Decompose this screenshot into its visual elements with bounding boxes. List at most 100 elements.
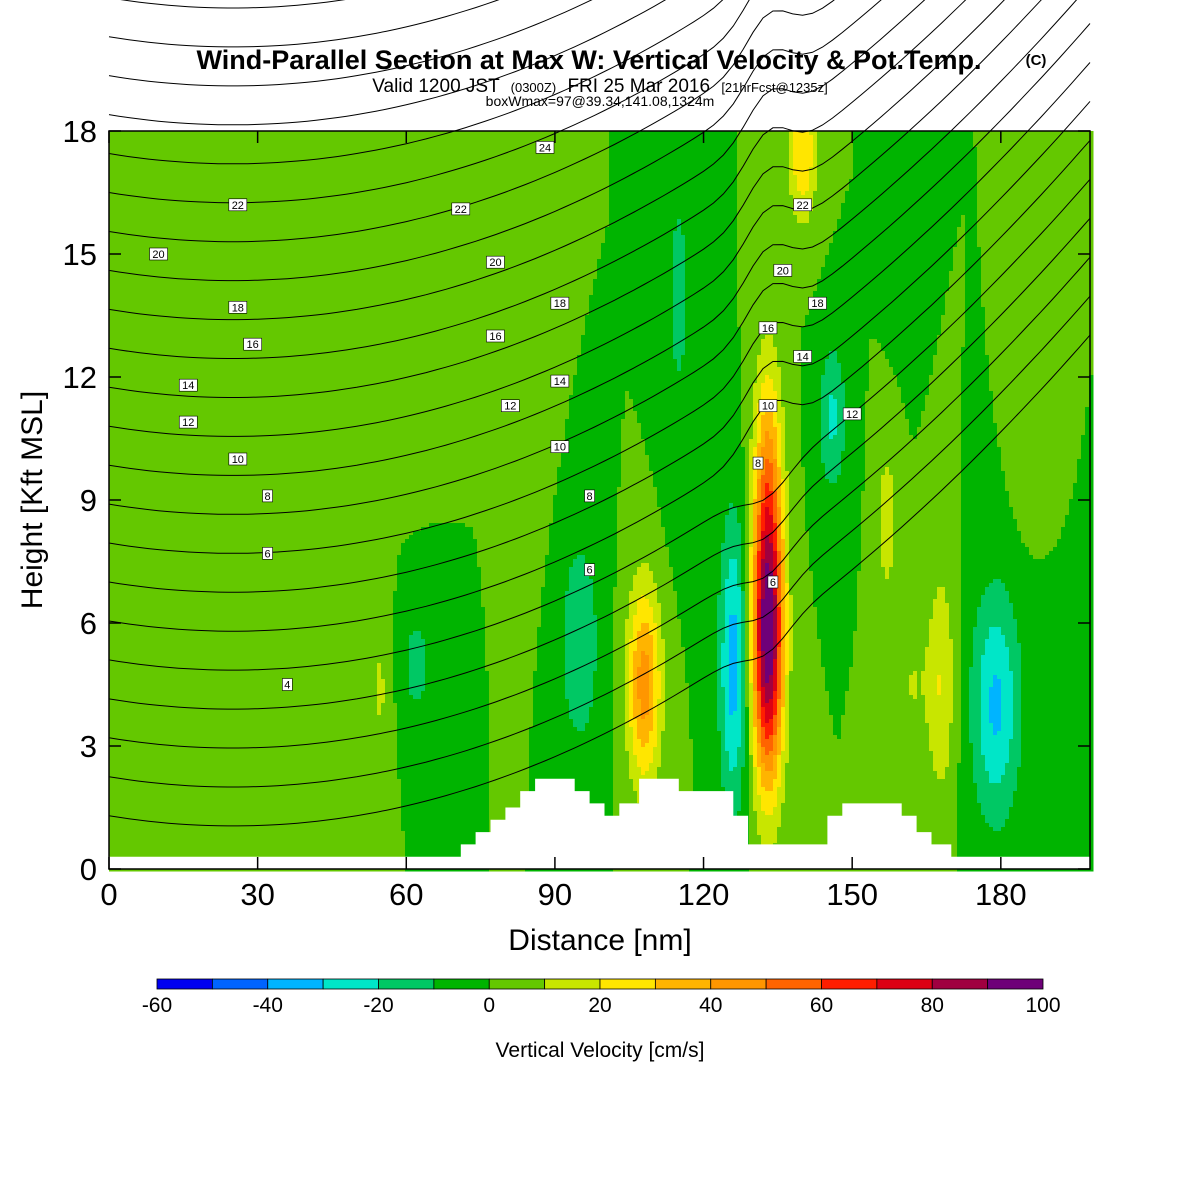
velocity-cell xyxy=(981,143,986,148)
velocity-cell xyxy=(593,135,598,140)
velocity-cell xyxy=(949,139,954,144)
velocity-cell xyxy=(625,163,630,168)
velocity-cell xyxy=(1037,139,1042,144)
velocity-cell xyxy=(141,147,146,152)
velocity-cell xyxy=(217,143,222,148)
velocity-cell xyxy=(1069,151,1074,156)
velocity-cell xyxy=(981,155,986,160)
velocity-cell xyxy=(797,139,802,144)
velocity-cell xyxy=(237,139,242,144)
velocity-cell xyxy=(637,135,642,140)
velocity-cell xyxy=(161,135,166,140)
velocity-cell xyxy=(813,135,818,140)
velocity-cell xyxy=(1045,163,1050,168)
velocity-cell xyxy=(681,147,686,152)
velocity-cell xyxy=(913,147,918,152)
velocity-cell xyxy=(409,147,414,152)
velocity-cell xyxy=(605,159,610,164)
velocity-cell xyxy=(885,159,890,164)
velocity-cell xyxy=(1061,143,1066,148)
velocity-cell xyxy=(333,167,338,172)
velocity-cell xyxy=(665,163,670,168)
velocity-cell xyxy=(145,167,150,172)
velocity-cell xyxy=(697,167,702,172)
velocity-cell xyxy=(537,159,542,164)
velocity-cell xyxy=(861,151,866,156)
velocity-cell xyxy=(509,155,514,160)
velocity-cell xyxy=(681,155,686,160)
velocity-cell xyxy=(305,163,310,168)
velocity-cell xyxy=(525,135,530,140)
velocity-cell xyxy=(113,143,118,148)
velocity-cell xyxy=(337,139,342,144)
velocity-cell xyxy=(365,139,370,144)
velocity-cell xyxy=(153,155,158,160)
velocity-cell xyxy=(185,167,190,172)
velocity-cell xyxy=(721,167,726,172)
velocity-cell xyxy=(753,151,758,156)
velocity-cell xyxy=(621,143,626,148)
velocity-cell xyxy=(369,155,374,160)
velocity-cell xyxy=(405,159,410,164)
velocity-cell xyxy=(117,163,122,168)
velocity-cell xyxy=(185,163,190,168)
velocity-cell xyxy=(401,139,406,144)
velocity-cell xyxy=(497,135,502,140)
velocity-cell xyxy=(945,159,950,164)
velocity-cell xyxy=(561,163,566,168)
velocity-cell xyxy=(661,151,666,156)
velocity-cell xyxy=(577,147,582,152)
velocity-cell xyxy=(205,135,210,140)
velocity-cell xyxy=(773,143,778,148)
velocity-cell xyxy=(1013,159,1018,164)
velocity-cell xyxy=(561,151,566,156)
velocity-cell xyxy=(1017,159,1022,164)
velocity-cell xyxy=(481,135,486,140)
velocity-cell xyxy=(1041,159,1046,164)
velocity-cell xyxy=(313,151,318,156)
velocity-cell xyxy=(693,159,698,164)
velocity-cell xyxy=(1005,163,1010,168)
velocity-cell xyxy=(857,167,862,172)
velocity-cell xyxy=(229,135,234,140)
velocity-cell xyxy=(561,159,566,164)
velocity-cell xyxy=(161,139,166,144)
velocity-cell xyxy=(305,147,310,152)
velocity-cell xyxy=(473,135,478,140)
velocity-cell xyxy=(337,167,342,172)
velocity-cell xyxy=(177,135,182,140)
velocity-cell xyxy=(313,143,318,148)
velocity-cell xyxy=(501,163,506,168)
velocity-cell xyxy=(349,139,354,144)
velocity-cell xyxy=(593,143,598,148)
velocity-cell xyxy=(173,163,178,168)
velocity-cell xyxy=(453,155,458,160)
velocity-cell xyxy=(881,143,886,148)
velocity-cell xyxy=(833,147,838,152)
velocity-cell xyxy=(681,135,686,140)
velocity-cell xyxy=(833,135,838,140)
velocity-cell xyxy=(1085,167,1090,172)
velocity-cell xyxy=(549,159,554,164)
velocity-cell xyxy=(761,159,766,164)
velocity-cell xyxy=(917,143,922,148)
velocity-cell xyxy=(1009,167,1014,172)
velocity-cell xyxy=(733,147,738,152)
velocity-cell xyxy=(425,159,430,164)
velocity-cell xyxy=(909,151,914,156)
velocity-cell xyxy=(953,151,958,156)
velocity-cell xyxy=(1065,135,1070,140)
velocity-cell xyxy=(721,143,726,148)
velocity-cell xyxy=(941,167,946,172)
velocity-cell xyxy=(441,135,446,140)
velocity-cell xyxy=(301,155,306,160)
velocity-cell xyxy=(269,171,274,176)
velocity-cell xyxy=(1029,139,1034,144)
velocity-cell xyxy=(329,143,334,148)
velocity-cell xyxy=(593,139,598,144)
velocity-cell xyxy=(901,159,906,164)
velocity-cell xyxy=(1085,151,1090,156)
velocity-cell xyxy=(149,167,154,172)
velocity-cell xyxy=(1009,135,1014,140)
velocity-cell xyxy=(661,135,666,140)
